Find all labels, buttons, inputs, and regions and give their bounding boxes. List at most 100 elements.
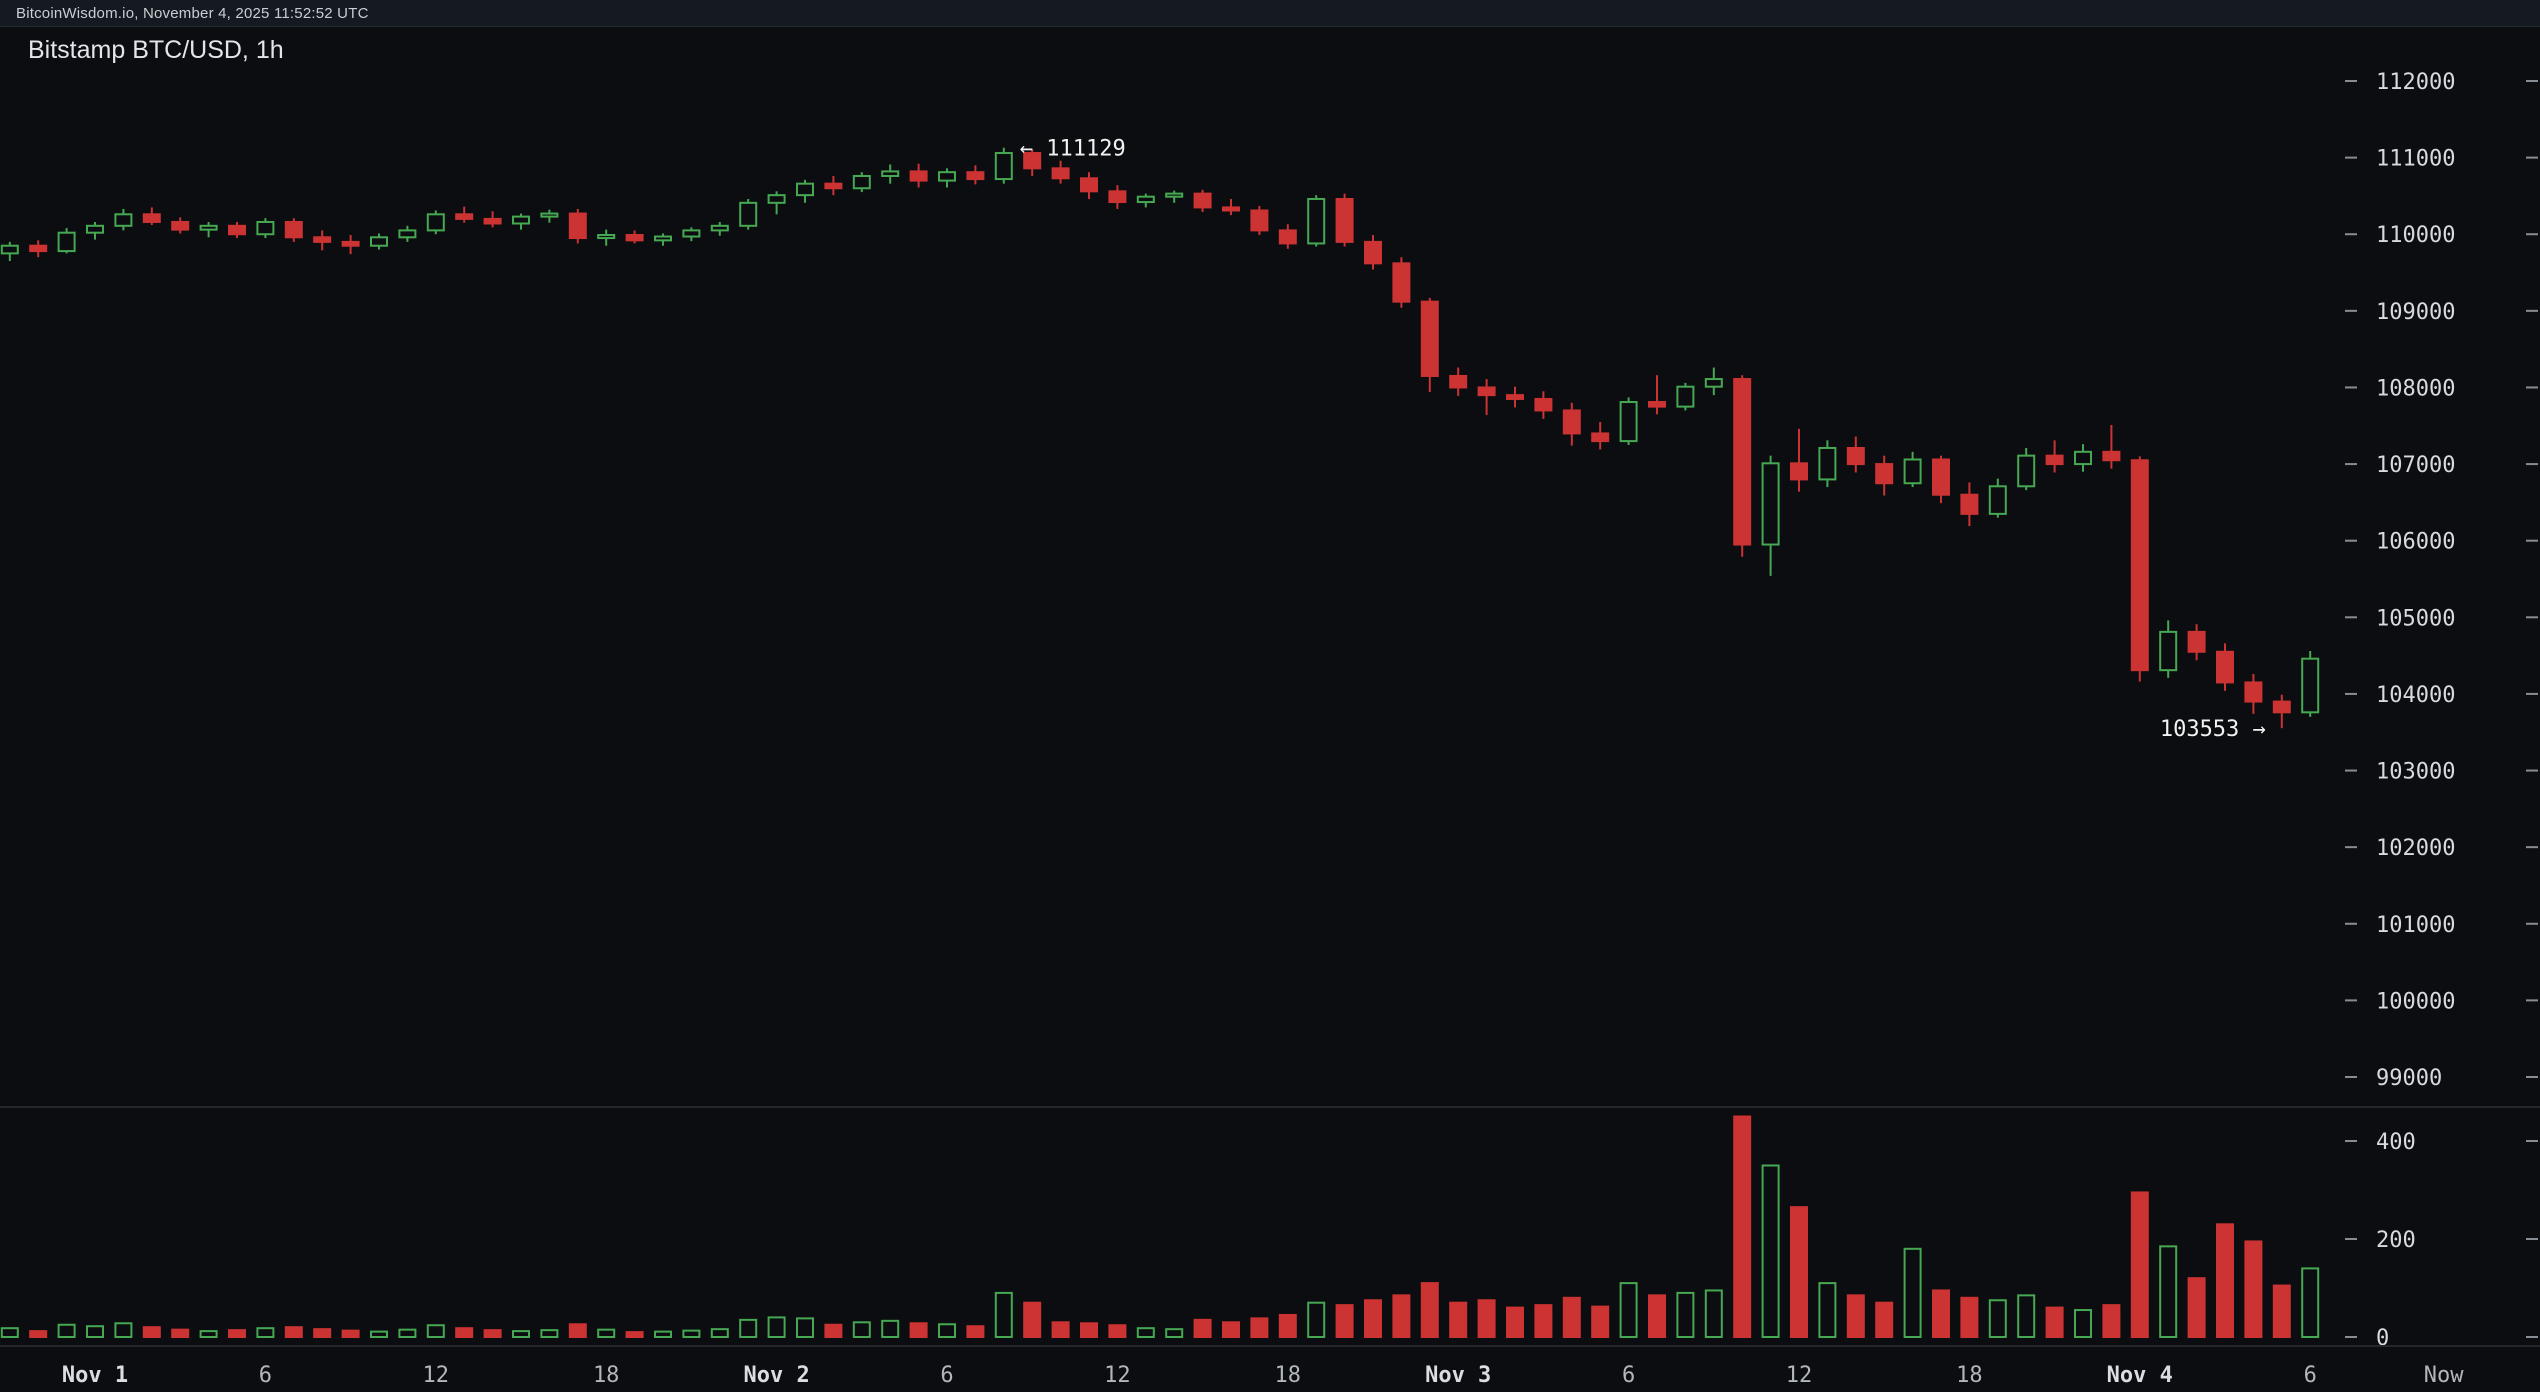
volume-bar[interactable] [1165, 1328, 1184, 1339]
volume-bar[interactable] [398, 1328, 417, 1339]
candle[interactable] [1534, 397, 1553, 412]
volume-bar[interactable] [199, 1330, 218, 1338]
candle[interactable] [654, 235, 672, 242]
candle[interactable] [1449, 374, 1468, 389]
candle[interactable] [881, 170, 900, 178]
volume-bar[interactable] [142, 1326, 161, 1338]
volume-bar[interactable] [1704, 1289, 1723, 1338]
candle[interactable] [710, 224, 729, 232]
candle[interactable] [2074, 450, 2092, 466]
candle[interactable] [86, 224, 104, 234]
candle[interactable] [29, 244, 48, 253]
volume-bar[interactable] [1818, 1282, 1837, 1338]
volume-bar[interactable] [1449, 1301, 1468, 1338]
volume-bar[interactable] [1023, 1301, 1042, 1338]
candle[interactable] [2216, 650, 2234, 684]
candle[interactable] [1988, 485, 2007, 515]
volume-bar[interactable] [1136, 1327, 1155, 1339]
candle[interactable] [2244, 681, 2263, 703]
candle[interactable] [1108, 190, 1127, 204]
candle[interactable] [1420, 300, 1439, 377]
candle[interactable] [625, 233, 644, 242]
volume-bar[interactable] [1420, 1282, 1439, 1338]
volume-bar[interactable] [2159, 1245, 2178, 1338]
volume-bar[interactable] [1761, 1164, 1780, 1338]
candle[interactable] [171, 220, 190, 231]
candle[interactable] [966, 171, 985, 181]
volume-bar[interactable] [1193, 1318, 1212, 1338]
volume-bar[interactable] [1733, 1115, 1752, 1338]
volume-bar[interactable] [1278, 1313, 1297, 1338]
volume-bar[interactable] [0, 1327, 19, 1339]
volume-bar[interactable] [796, 1317, 814, 1339]
volume-bar[interactable] [256, 1327, 275, 1339]
candle[interactable] [739, 201, 758, 227]
volume-bar[interactable] [909, 1322, 928, 1339]
volume-bar[interactable] [512, 1330, 530, 1338]
candle[interactable] [1818, 446, 1837, 481]
volume-bar[interactable] [2102, 1304, 2121, 1339]
volume-bar[interactable] [1903, 1247, 1922, 1339]
candle[interactable] [1193, 192, 1212, 209]
candle[interactable] [682, 229, 701, 238]
volume-bar[interactable] [1562, 1296, 1581, 1339]
volume-bar[interactable] [1790, 1206, 1808, 1339]
volume-bar[interactable] [682, 1329, 701, 1339]
volume-bar[interactable] [2045, 1306, 2064, 1338]
candle[interactable] [1846, 446, 1865, 466]
volume-bar[interactable] [313, 1328, 332, 1339]
volume-bar[interactable] [1591, 1305, 1610, 1338]
volume-bar[interactable] [597, 1328, 616, 1339]
volume-bar[interactable] [284, 1326, 303, 1338]
candle[interactable] [1278, 229, 1297, 245]
candle[interactable] [1761, 462, 1780, 546]
candle[interactable] [767, 194, 786, 204]
volume-bar[interactable] [852, 1321, 871, 1339]
volume-bar[interactable] [228, 1329, 246, 1339]
candle[interactable] [284, 220, 303, 239]
volume-bar[interactable] [1960, 1296, 1979, 1339]
candle[interactable] [455, 213, 474, 220]
volume-bar[interactable] [1392, 1294, 1411, 1338]
volume-bar[interactable] [2272, 1284, 2291, 1339]
volume-bar[interactable] [455, 1327, 474, 1339]
volume-bar[interactable] [1051, 1321, 1070, 1339]
volume-bar[interactable] [86, 1325, 104, 1338]
candle[interactable] [938, 171, 956, 182]
volume-bar[interactable] [710, 1328, 729, 1339]
candle[interactable] [1932, 458, 1950, 496]
candle[interactable] [540, 212, 559, 218]
candle[interactable] [852, 175, 871, 190]
volume-bar[interactable] [966, 1325, 985, 1338]
candle[interactable] [256, 220, 275, 236]
candle[interactable] [512, 215, 530, 225]
candle[interactable] [2045, 454, 2064, 466]
candle[interactable] [1648, 401, 1666, 408]
volume-bar[interactable] [2187, 1277, 2206, 1338]
candle[interactable] [483, 217, 502, 225]
volume-bar[interactable] [540, 1329, 559, 1339]
candle[interactable] [2272, 700, 2291, 714]
candle[interactable] [909, 170, 928, 182]
candle[interactable] [1250, 209, 1269, 232]
candle[interactable] [0, 244, 19, 255]
candle[interactable] [1875, 463, 1894, 485]
candle[interactable] [1335, 197, 1354, 243]
candle[interactable] [2159, 630, 2178, 672]
candle[interactable] [1676, 385, 1695, 408]
volume-bar[interactable] [654, 1330, 672, 1338]
volume-bar[interactable] [938, 1323, 956, 1339]
candle[interactable] [597, 233, 616, 240]
candle[interactable] [1307, 197, 1326, 245]
volume-bar[interactable] [114, 1322, 133, 1339]
candle[interactable] [57, 231, 76, 253]
candle[interactable] [1903, 458, 1922, 485]
volume-bar[interactable] [739, 1318, 758, 1338]
volume-bar[interactable] [57, 1323, 76, 1338]
candle[interactable] [1136, 195, 1155, 204]
candle[interactable] [142, 213, 161, 223]
volume-bar[interactable] [2301, 1267, 2320, 1339]
volume-bar[interactable] [1648, 1294, 1666, 1338]
volume-bar[interactable] [568, 1323, 587, 1339]
